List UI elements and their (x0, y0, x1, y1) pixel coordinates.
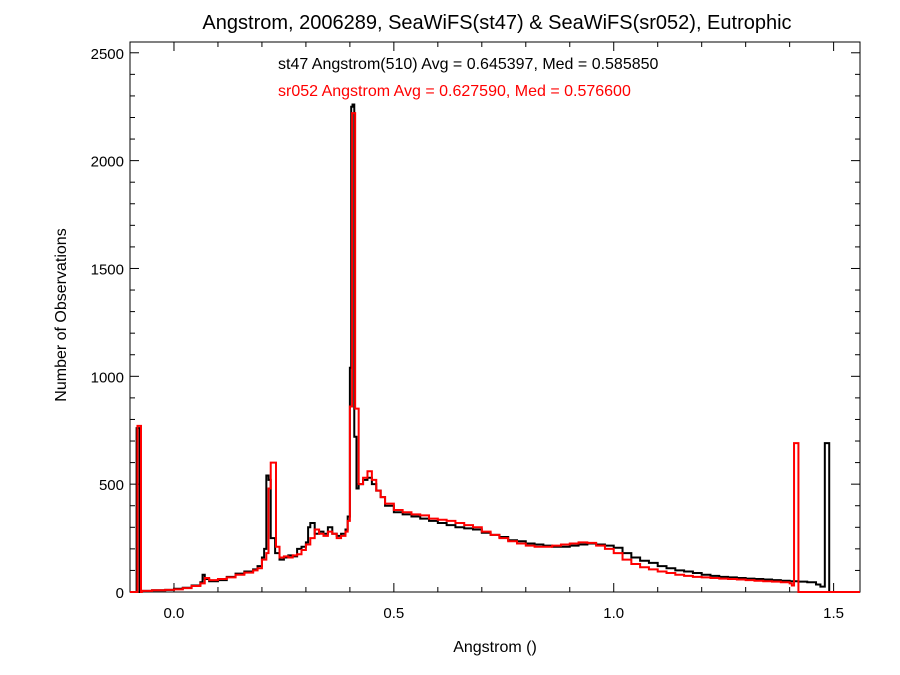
y-tick-label: 2000 (91, 154, 124, 171)
series-sr052-line (130, 112, 860, 593)
y-tick-label: 500 (99, 477, 124, 494)
y-tick-label: 1000 (91, 369, 124, 386)
x-axis: 0.0 0.5 1.0 1.5 (129, 42, 844, 622)
x-axis-label: Angstrom () (453, 639, 537, 656)
series-layer (130, 103, 860, 593)
y-tick-label: 0 (116, 585, 124, 602)
annotation-sr052-stats: sr052 Angstrom Avg = 0.627590, Med = 0.5… (278, 83, 631, 100)
series-st47-line (130, 103, 860, 593)
x-tick-label: 1.5 (823, 605, 844, 622)
chart-title: Angstrom, 2006289, SeaWiFS(st47) & SeaWi… (202, 12, 791, 34)
plot-frame (129, 41, 861, 593)
y-axis-label: Number of Observations (53, 228, 70, 401)
x-tick-label: 0.5 (383, 605, 404, 622)
x-tick-label: 0.0 (164, 605, 185, 622)
y-axis: 0 500 1000 1500 2000 2500 (91, 46, 860, 602)
y-tick-label: 1500 (91, 261, 124, 278)
annotation-st47-stats: st47 Angstrom(510) Avg = 0.645397, Med =… (278, 56, 659, 73)
x-tick-label: 1.0 (603, 605, 624, 622)
y-tick-label: 2500 (91, 46, 124, 63)
